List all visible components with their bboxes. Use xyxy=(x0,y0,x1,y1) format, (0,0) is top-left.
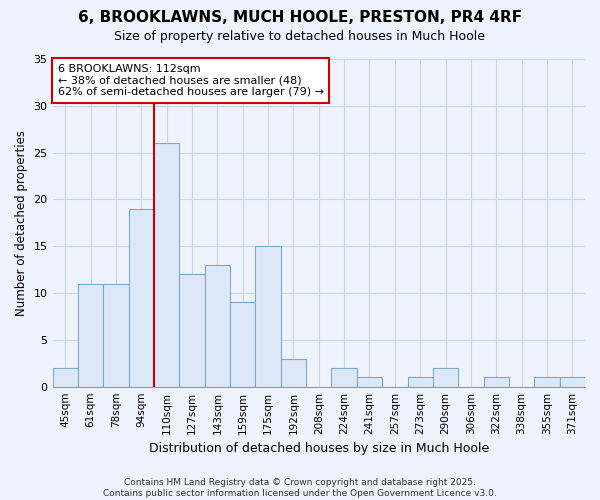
Text: Contains HM Land Registry data © Crown copyright and database right 2025.
Contai: Contains HM Land Registry data © Crown c… xyxy=(103,478,497,498)
Text: 6 BROOKLAWNS: 112sqm
← 38% of detached houses are smaller (48)
62% of semi-detac: 6 BROOKLAWNS: 112sqm ← 38% of detached h… xyxy=(58,64,324,97)
Bar xyxy=(433,368,458,386)
Bar xyxy=(331,368,357,386)
Bar xyxy=(179,274,205,386)
Bar xyxy=(357,378,382,386)
Bar xyxy=(128,209,154,386)
Bar xyxy=(53,368,78,386)
Y-axis label: Number of detached properties: Number of detached properties xyxy=(15,130,28,316)
Bar xyxy=(205,265,230,386)
Bar xyxy=(484,378,509,386)
Bar xyxy=(407,378,433,386)
Bar xyxy=(154,144,179,386)
Bar xyxy=(230,302,256,386)
Text: Size of property relative to detached houses in Much Hoole: Size of property relative to detached ho… xyxy=(115,30,485,43)
Bar xyxy=(103,284,128,387)
Bar xyxy=(281,358,306,386)
Text: 6, BROOKLAWNS, MUCH HOOLE, PRESTON, PR4 4RF: 6, BROOKLAWNS, MUCH HOOLE, PRESTON, PR4 … xyxy=(78,10,522,25)
Bar xyxy=(78,284,103,387)
X-axis label: Distribution of detached houses by size in Much Hoole: Distribution of detached houses by size … xyxy=(149,442,489,455)
Bar xyxy=(256,246,281,386)
Bar xyxy=(560,378,585,386)
Bar xyxy=(534,378,560,386)
